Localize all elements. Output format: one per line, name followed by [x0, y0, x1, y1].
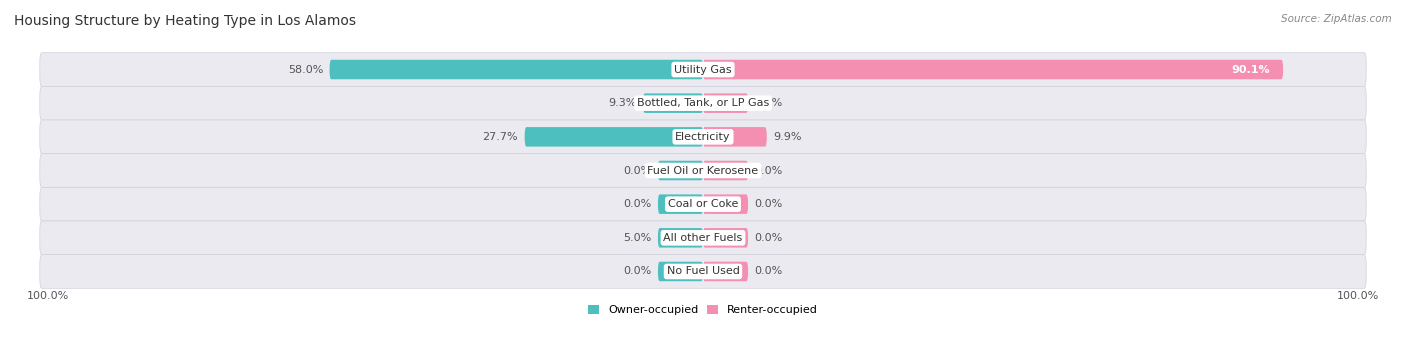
Text: Housing Structure by Heating Type in Los Alamos: Housing Structure by Heating Type in Los… [14, 14, 356, 28]
Text: 27.7%: 27.7% [482, 132, 519, 142]
Text: Electricity: Electricity [675, 132, 731, 142]
Text: 0.0%: 0.0% [755, 266, 783, 277]
Text: 100.0%: 100.0% [1337, 291, 1379, 301]
FancyBboxPatch shape [39, 120, 1367, 154]
Text: Utility Gas: Utility Gas [675, 64, 731, 75]
Text: 0.0%: 0.0% [755, 199, 783, 209]
FancyBboxPatch shape [658, 161, 703, 180]
FancyBboxPatch shape [39, 86, 1367, 120]
Text: No Fuel Used: No Fuel Used [666, 266, 740, 277]
Text: 5.0%: 5.0% [623, 233, 651, 243]
FancyBboxPatch shape [703, 228, 748, 248]
FancyBboxPatch shape [658, 194, 703, 214]
Text: 0.0%: 0.0% [755, 165, 783, 176]
FancyBboxPatch shape [703, 93, 748, 113]
Text: 0.0%: 0.0% [623, 199, 651, 209]
Text: 0.0%: 0.0% [755, 233, 783, 243]
FancyBboxPatch shape [39, 154, 1367, 187]
Text: 9.3%: 9.3% [609, 98, 637, 108]
Text: Fuel Oil or Kerosene: Fuel Oil or Kerosene [647, 165, 759, 176]
FancyBboxPatch shape [703, 194, 748, 214]
FancyBboxPatch shape [658, 228, 703, 248]
FancyBboxPatch shape [703, 60, 1284, 79]
Text: 100.0%: 100.0% [27, 291, 69, 301]
Text: 90.1%: 90.1% [1232, 64, 1270, 75]
FancyBboxPatch shape [329, 60, 703, 79]
Text: Source: ZipAtlas.com: Source: ZipAtlas.com [1281, 14, 1392, 24]
Text: 58.0%: 58.0% [288, 64, 323, 75]
FancyBboxPatch shape [703, 161, 748, 180]
FancyBboxPatch shape [39, 221, 1367, 255]
FancyBboxPatch shape [658, 262, 703, 281]
Text: Bottled, Tank, or LP Gas: Bottled, Tank, or LP Gas [637, 98, 769, 108]
FancyBboxPatch shape [703, 262, 748, 281]
FancyBboxPatch shape [524, 127, 703, 147]
Text: 0.0%: 0.0% [755, 98, 783, 108]
Text: 9.9%: 9.9% [773, 132, 801, 142]
Text: All other Fuels: All other Fuels [664, 233, 742, 243]
FancyBboxPatch shape [703, 127, 766, 147]
Text: 0.0%: 0.0% [623, 266, 651, 277]
Text: 0.0%: 0.0% [623, 165, 651, 176]
FancyBboxPatch shape [39, 255, 1367, 288]
FancyBboxPatch shape [643, 93, 703, 113]
FancyBboxPatch shape [39, 53, 1367, 86]
FancyBboxPatch shape [39, 187, 1367, 221]
Legend: Owner-occupied, Renter-occupied: Owner-occupied, Renter-occupied [588, 305, 818, 315]
Text: Coal or Coke: Coal or Coke [668, 199, 738, 209]
